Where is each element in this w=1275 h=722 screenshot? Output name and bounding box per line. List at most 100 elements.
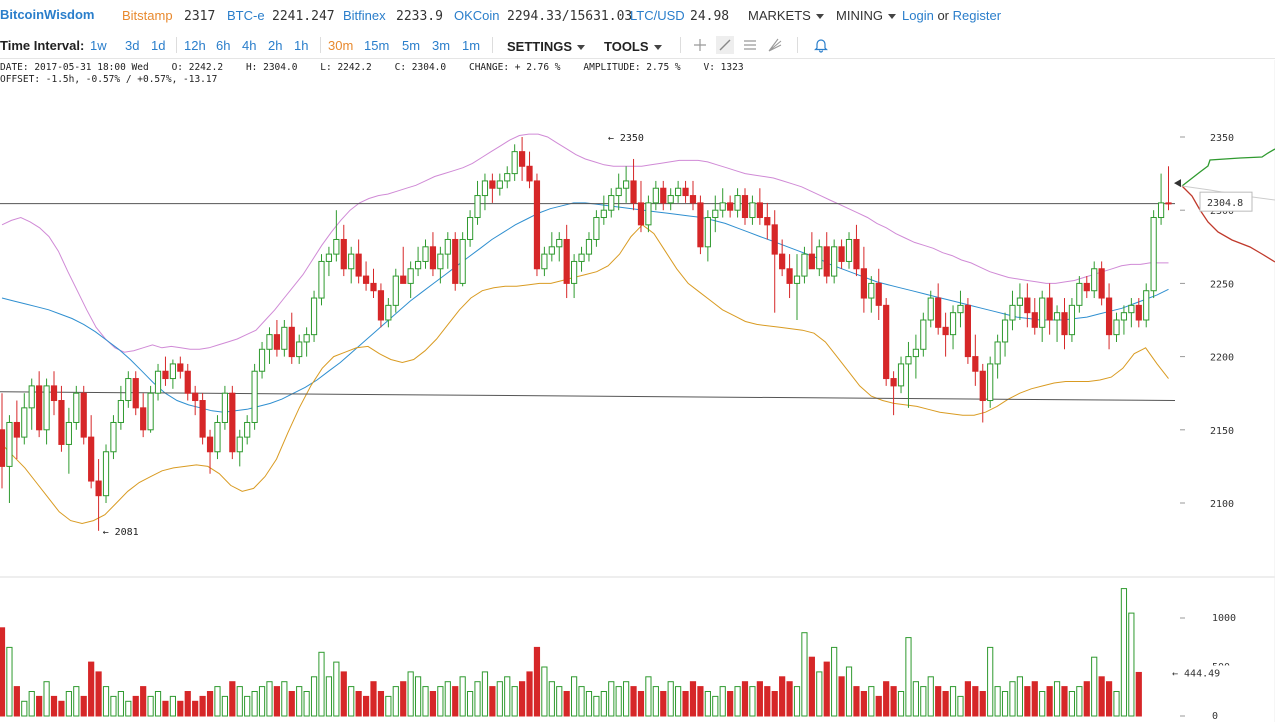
crosshair-icon[interactable] [691, 36, 709, 54]
tools-menu[interactable]: TOOLS [604, 39, 662, 54]
toolbar-divider [680, 37, 681, 53]
interval-3d[interactable]: 3d [125, 38, 140, 53]
interval-1h[interactable]: 1h [294, 38, 309, 53]
interval-1w[interactable]: 1w [90, 38, 107, 53]
volume-bar [348, 686, 355, 717]
candle-body [972, 356, 979, 372]
exchange-ltcusd[interactable]: LTC/USD [630, 8, 685, 23]
volume-bar [21, 700, 28, 717]
exchange-btce[interactable]: BTC-e [227, 8, 265, 23]
candle-body [801, 253, 808, 277]
candle-body [823, 246, 830, 277]
candle-body [88, 436, 95, 482]
candle-body [727, 202, 734, 211]
interval-30m[interactable]: 30m [328, 38, 354, 53]
volume-bar [652, 686, 659, 717]
volume-bar [987, 646, 994, 717]
login-link[interactable]: Login [902, 8, 934, 23]
interval-1m[interactable]: 1m [462, 38, 481, 53]
volume-bar [192, 700, 199, 717]
volume-bar [266, 681, 273, 717]
volume-bar [749, 686, 756, 717]
candle-body [637, 202, 645, 226]
volume-bar [288, 691, 295, 717]
volume-bar [957, 695, 964, 717]
volume-bar [541, 666, 548, 717]
interval-5m[interactable]: 5m [402, 38, 421, 53]
settings-menu[interactable]: SETTINGS [507, 39, 586, 54]
candle-body [1135, 304, 1142, 321]
volume-bar [429, 691, 437, 717]
volume-bar [333, 661, 340, 717]
brand-logo[interactable]: BitcoinWisdom [0, 7, 95, 22]
mining-menu-label: MINING [836, 8, 883, 23]
candle-body [459, 238, 466, 284]
candle-body [942, 326, 949, 336]
volume-bar [496, 681, 503, 717]
bollinger-lower-line [1, 224, 1169, 525]
candle-body [756, 202, 763, 219]
candle-body [229, 392, 236, 453]
volume-bar [600, 691, 607, 717]
candle-body [221, 392, 229, 423]
volume-bar [823, 661, 830, 717]
exchange-bitstamp[interactable]: Bitstamp [122, 8, 173, 23]
volume-bars [0, 588, 1142, 717]
candle-body [563, 238, 570, 284]
candle-body [623, 180, 630, 189]
interval-4h[interactable]: 4h [242, 38, 257, 53]
volume-bar [719, 686, 726, 717]
candle-body [1105, 297, 1113, 336]
candle-body [1076, 282, 1083, 306]
fib-lines-icon[interactable] [741, 36, 759, 54]
candle-body [1024, 297, 1031, 314]
volume-bar [964, 681, 971, 717]
candle-body [571, 260, 578, 284]
volume-bar [868, 686, 875, 717]
volume-tick-label: 1000 [1212, 613, 1236, 624]
bollinger-bands [1, 133, 1169, 525]
candle-body [719, 202, 726, 211]
markets-menu[interactable]: MARKETS [748, 8, 824, 23]
volume-bar [414, 676, 422, 717]
interval-15m[interactable]: 15m [364, 38, 390, 53]
candle-body [519, 151, 526, 167]
candle-body [1150, 217, 1157, 292]
interval-6h[interactable]: 6h [216, 38, 231, 53]
volume-bar [1068, 691, 1076, 717]
interval-3m[interactable]: 3m [432, 38, 451, 53]
mining-menu[interactable]: MINING [836, 8, 896, 23]
candle-body [6, 421, 13, 467]
candle-body [102, 451, 110, 497]
interval-1d[interactable]: 1d [151, 38, 166, 53]
settings-menu-label: SETTINGS [507, 39, 573, 54]
bid-depth-line [1181, 148, 1275, 187]
volume-bar [132, 695, 139, 717]
exchange-bitfinex[interactable]: Bitfinex [343, 8, 386, 23]
candle-body [808, 253, 815, 270]
fan-icon[interactable] [766, 36, 784, 54]
candle-body [511, 151, 518, 175]
exchange-okcoin[interactable]: OKCoin [454, 8, 500, 23]
interval-2h[interactable]: 2h [268, 38, 283, 53]
candle-body [1091, 268, 1098, 292]
price-tick-label: 2250 [1210, 279, 1234, 290]
candle-body [437, 253, 444, 270]
candle-body [548, 246, 555, 255]
bell-icon[interactable] [812, 36, 830, 54]
volume-bar [979, 691, 986, 717]
volume-bar [43, 681, 50, 717]
volume-bar [875, 695, 882, 717]
toolbar-divider [320, 37, 321, 53]
current-volume-box [1176, 665, 1246, 680]
volume-bar [1009, 681, 1016, 717]
register-link[interactable]: Register [952, 8, 1002, 23]
candle-body [905, 356, 912, 365]
interval-12h[interactable]: 12h [184, 38, 206, 53]
line-draw-icon[interactable] [716, 36, 734, 54]
volume-bar [786, 681, 793, 717]
candle-body [645, 202, 652, 226]
volume-bar [689, 681, 697, 717]
volume-bar [1128, 612, 1135, 717]
